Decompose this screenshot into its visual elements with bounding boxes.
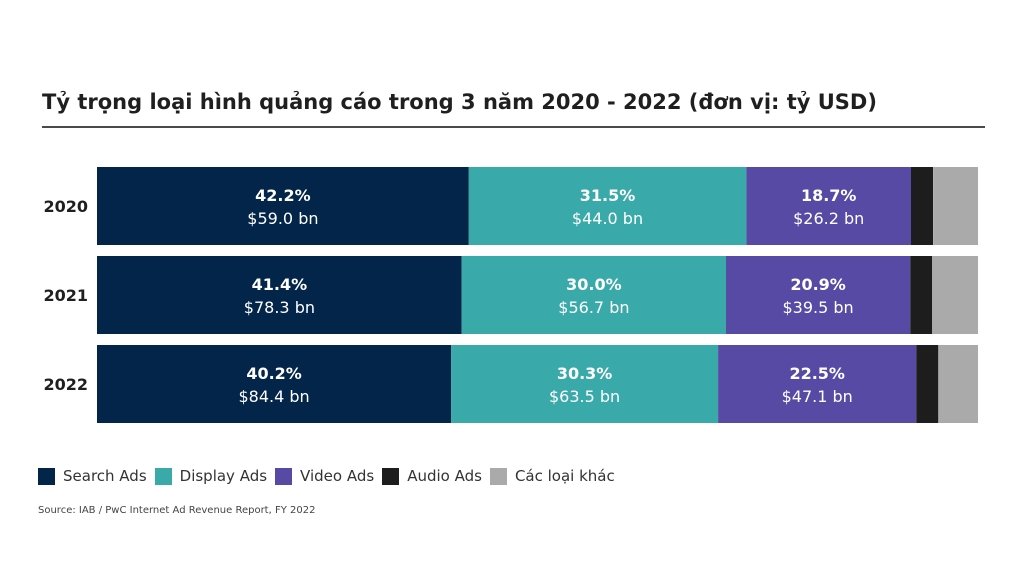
data-label-value-2020-display-ads: $44.0 bn bbox=[572, 209, 643, 228]
legend: Search Ads Display Ads Video Ads Audio A… bbox=[38, 466, 623, 486]
data-label-pct-2022-video-ads: 22.5% bbox=[789, 364, 845, 383]
legend-swatch-audio-ads bbox=[382, 467, 400, 485]
data-label-pct-2022-search-ads: 40.2% bbox=[246, 364, 302, 383]
legend-label-display-ads: Display Ads bbox=[179, 467, 268, 485]
bar-segment-2020-display-ads bbox=[468, 167, 747, 245]
legend-item-audio-ads: Audio Ads bbox=[382, 467, 482, 485]
legend-swatch-search-ads bbox=[38, 467, 55, 485]
bar-segment-2021-video-ads bbox=[726, 256, 911, 334]
data-label-pct-2021-display-ads: 30.0% bbox=[566, 275, 622, 294]
legend-label-other: Các loại khác bbox=[514, 467, 615, 485]
legend-swatch-video-ads bbox=[275, 467, 293, 485]
data-label-pct-2021-search-ads: 41.4% bbox=[252, 275, 308, 294]
data-label-value-2022-search-ads: $84.4 bn bbox=[239, 387, 310, 406]
data-label-value-2022-video-ads: $47.1 bn bbox=[782, 387, 853, 406]
bar-segment-2020-video-ads bbox=[746, 167, 911, 245]
data-label-value-2020-video-ads: $26.2 bn bbox=[793, 209, 864, 228]
bar-segment-2022-c-c-lo-i-kh-c bbox=[938, 345, 978, 423]
data-label-value-2020-search-ads: $59.0 bn bbox=[247, 209, 318, 228]
data-label-pct-2020-search-ads: 42.2% bbox=[255, 186, 311, 205]
data-label-pct-2022-display-ads: 30.3% bbox=[557, 364, 613, 383]
data-label-value-2021-video-ads: $39.5 bn bbox=[783, 298, 854, 317]
data-label-pct-2021-video-ads: 20.9% bbox=[790, 275, 846, 294]
bar-segment-2022-display-ads bbox=[451, 345, 719, 423]
data-label-value-2022-display-ads: $63.5 bn bbox=[549, 387, 620, 406]
category-label-2020: 2020 bbox=[43, 197, 88, 216]
legend-item-search-ads: Search Ads bbox=[38, 467, 147, 485]
legend-item-display-ads: Display Ads bbox=[154, 467, 268, 485]
bar-segment-2021-c-c-lo-i-kh-c bbox=[932, 256, 978, 334]
data-label-pct-2020-display-ads: 31.5% bbox=[580, 186, 636, 205]
bar-segment-2020-search-ads bbox=[97, 167, 469, 245]
bar-segment-2022-audio-ads bbox=[916, 345, 939, 423]
bar-segment-2020-audio-ads bbox=[911, 167, 933, 245]
bar-segment-2021-display-ads bbox=[461, 256, 726, 334]
legend-item-video-ads: Video Ads bbox=[275, 467, 374, 485]
bar-segment-2021-audio-ads bbox=[910, 256, 933, 334]
title-divider bbox=[42, 126, 985, 128]
chart-title: Tỷ trọng loại hình quảng cáo trong 3 năm… bbox=[42, 90, 877, 114]
legend-swatch-other bbox=[489, 467, 507, 485]
data-label-pct-2020-video-ads: 18.7% bbox=[801, 186, 857, 205]
legend-label-audio-ads: Audio Ads bbox=[407, 467, 482, 485]
data-label-value-2021-search-ads: $78.3 bn bbox=[244, 298, 315, 317]
legend-item-other: Các loại khác bbox=[489, 467, 615, 485]
legend-swatch-display-ads bbox=[154, 467, 172, 485]
bar-segment-2021-search-ads bbox=[97, 256, 462, 334]
bar-segment-2022-search-ads bbox=[97, 345, 452, 423]
category-label-2022: 2022 bbox=[43, 375, 88, 394]
bar-segment-2020-c-c-lo-i-kh-c bbox=[933, 167, 978, 245]
data-label-value-2021-display-ads: $56.7 bn bbox=[558, 298, 629, 317]
bar-segment-2022-video-ads bbox=[718, 345, 917, 423]
legend-label-video-ads: Video Ads bbox=[300, 467, 375, 485]
legend-label-search-ads: Search Ads bbox=[63, 467, 147, 485]
category-label-2021: 2021 bbox=[43, 286, 88, 305]
source-note: Source: IAB / PwC Internet Ad Revenue Re… bbox=[38, 505, 316, 516]
